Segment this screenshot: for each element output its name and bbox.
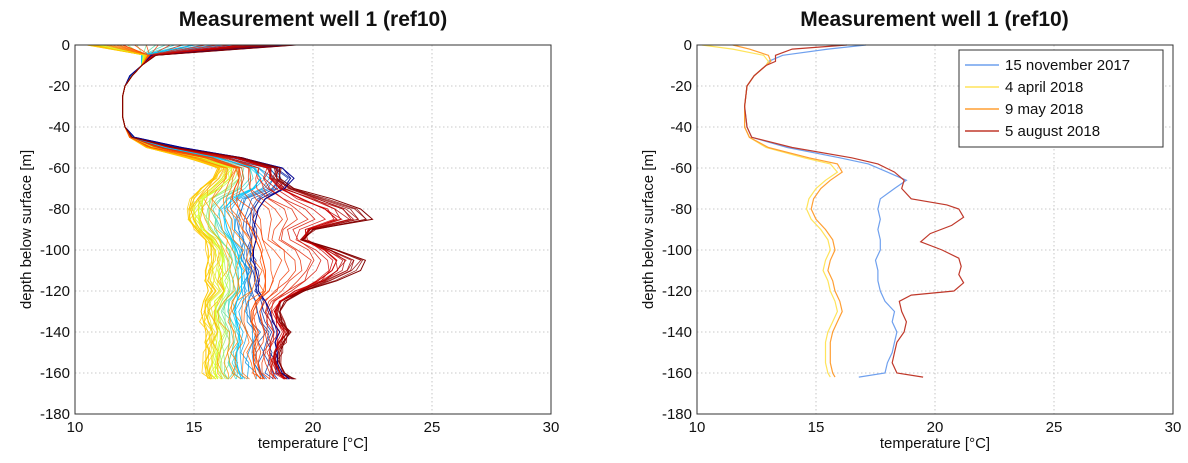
- x-tick-label: 10: [67, 419, 84, 436]
- y-tick-label: -140: [40, 324, 70, 341]
- x-tick-label: 15: [186, 419, 203, 436]
- profiles: [86, 44, 374, 380]
- legend-label: 4 april 2018: [1005, 79, 1083, 96]
- plot-frame: [696, 44, 1174, 415]
- x-axis-label: temperature [°C]: [880, 435, 990, 452]
- x-tick-label: 30: [1165, 419, 1182, 436]
- x-tick-label: 10: [689, 419, 706, 436]
- legend-label: 9 may 2018: [1005, 101, 1083, 118]
- chart-right-plot: 10 15 20 25 30 0 -20 -40 -60 -80 -100 -120 -140 -160 -…: [640, 37, 1182, 452]
- x-tick-label: 20: [927, 419, 944, 436]
- y-tick-label: -40: [670, 119, 692, 136]
- x-tick-label: 15: [808, 419, 825, 436]
- y-tick-label: -100: [40, 242, 70, 259]
- y-tick-label: -20: [48, 78, 70, 95]
- chart-left-plot: 10 15 20 25 30 0 -20 -40 -60 -80 -100 -120 -140 -160 -…: [18, 37, 560, 452]
- legend-label: 5 august 2018: [1005, 123, 1100, 140]
- y-tick-label: -160: [662, 365, 692, 382]
- y-tick-label: -80: [48, 201, 70, 218]
- y-tick-label: -20: [670, 78, 692, 95]
- y-tick-label: -120: [662, 283, 692, 300]
- y-tick-label: -100: [662, 242, 692, 259]
- series-line: [743, 44, 965, 378]
- y-tick-label: 0: [62, 37, 70, 54]
- y-axis-label: depth below surface [m]: [640, 150, 657, 309]
- x-tick-label: 20: [305, 419, 322, 436]
- x-tick-label: 25: [424, 419, 441, 436]
- y-tick-label: -80: [670, 201, 692, 218]
- y-tick-label: -40: [48, 119, 70, 136]
- plot-frame: [74, 44, 552, 415]
- chart-left: Measurement well 1 (ref10) 10 15 20 25 30 0 -2…: [0, 0, 590, 463]
- x-tick-label: 25: [1046, 419, 1063, 436]
- chart-title: Measurement well 1 (ref10): [178, 8, 448, 31]
- chart-right: Measurement well 1 (ref10) 10 15 20 25 30 0 -2…: [590, 0, 1188, 463]
- y-tick-label: -180: [40, 406, 70, 423]
- y-tick-label: -180: [662, 406, 692, 423]
- x-axis-label: temperature [°C]: [258, 435, 368, 452]
- legend: 15 november 2017 4 april 2018 9 may 2018 5 …: [958, 49, 1164, 148]
- y-tick-label: -60: [48, 160, 70, 177]
- series-lines: [701, 44, 965, 378]
- y-tick-label: -140: [662, 324, 692, 341]
- y-tick-label: -60: [670, 160, 692, 177]
- legend-label: 15 november 2017: [1005, 57, 1130, 74]
- chart-title: Measurement well 1 (ref10): [800, 8, 1069, 31]
- x-tick-label: 30: [543, 419, 560, 436]
- y-tick-label: -120: [40, 283, 70, 300]
- y-axis-label: depth below surface [m]: [18, 150, 35, 309]
- profile-series-line: [122, 44, 374, 380]
- y-tick-label: -160: [40, 365, 70, 382]
- y-tick-label: 0: [684, 37, 692, 54]
